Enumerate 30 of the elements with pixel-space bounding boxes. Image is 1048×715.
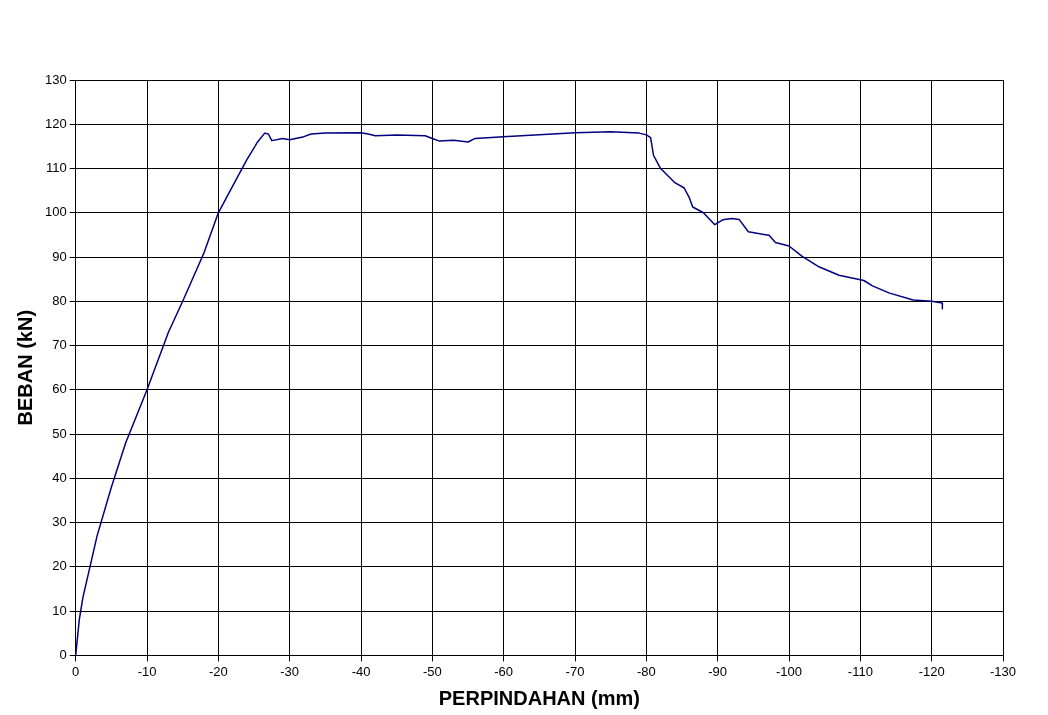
x-axis-title: PERPINDAHAN (mm) <box>438 686 640 709</box>
y-tick-label: 90 <box>52 248 67 264</box>
x-tick-label: -10 <box>137 663 157 679</box>
x-tick-label: -80 <box>636 663 656 679</box>
x-tick-label: -40 <box>351 663 371 679</box>
y-tick-label: 60 <box>52 381 67 397</box>
x-tick-label: -20 <box>208 663 228 679</box>
y-tick-label: 30 <box>52 514 67 530</box>
y-tick-label: 10 <box>52 602 67 618</box>
y-tick-label: 110 <box>45 160 67 176</box>
y-tick-label: 0 <box>59 646 67 662</box>
y-tick-label: 50 <box>52 425 67 441</box>
x-tick-label: -110 <box>847 663 873 679</box>
x-tick-label: -90 <box>708 663 728 679</box>
x-tick-label: -50 <box>422 663 442 679</box>
y-tick-label: 100 <box>44 204 67 220</box>
y-tick-label: 80 <box>52 292 67 308</box>
y-tick-label: 130 <box>44 71 67 87</box>
x-tick-label: 0 <box>72 663 80 679</box>
y-tick-label: 70 <box>52 337 67 353</box>
y-tick-label: 120 <box>44 115 67 131</box>
x-tick-label: -60 <box>494 663 514 679</box>
y-axis-title: BEBAN (kN) <box>13 309 36 426</box>
y-tick-label: 40 <box>52 469 67 485</box>
x-tick-label: -130 <box>989 663 1017 679</box>
x-tick-label: -30 <box>280 663 300 679</box>
x-tick-label: -100 <box>775 663 803 679</box>
y-tick-label: 20 <box>52 558 67 574</box>
x-tick-label: -120 <box>918 663 945 679</box>
x-tick-label: -70 <box>565 663 585 679</box>
